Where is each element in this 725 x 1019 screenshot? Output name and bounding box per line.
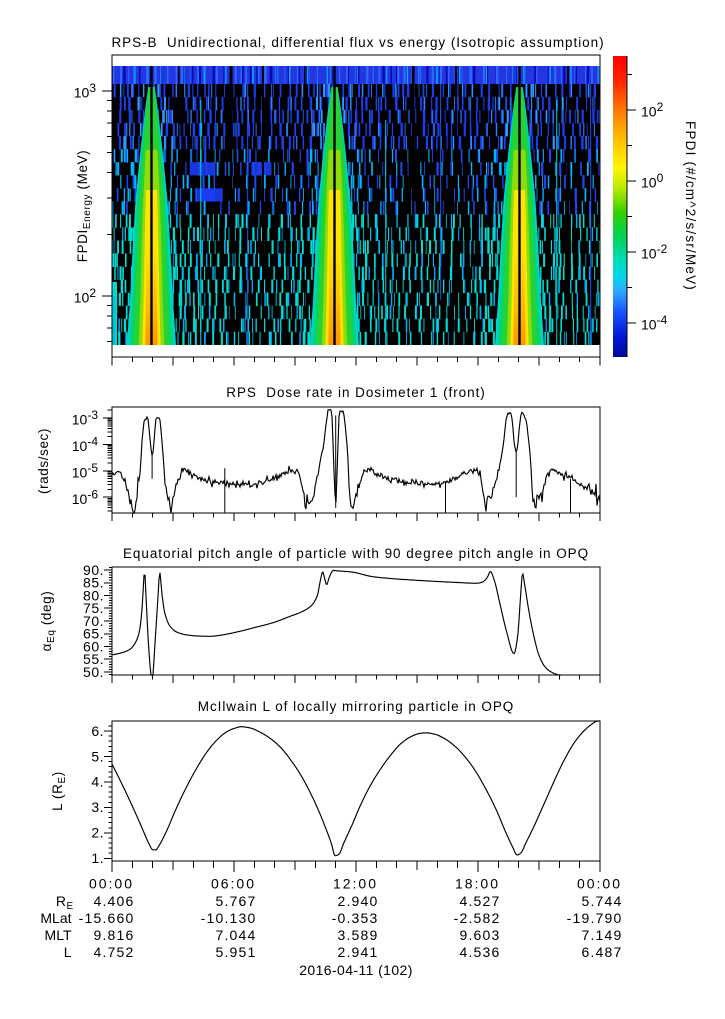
svg-text:60.: 60. <box>83 638 104 654</box>
svg-text:2.941: 2.941 <box>337 944 378 960</box>
svg-text:90.: 90. <box>83 562 104 578</box>
svg-text:E: E <box>67 901 74 912</box>
svg-text:6.: 6. <box>91 723 104 739</box>
svg-text:L: L <box>64 944 72 960</box>
svg-text:3.: 3. <box>91 799 104 815</box>
svg-text:-10.130: -10.130 <box>201 910 257 926</box>
svg-text:R: R <box>56 893 66 909</box>
svg-text:9.816: 9.816 <box>93 927 134 943</box>
svg-text:5.951: 5.951 <box>215 944 256 960</box>
svg-text:MLT: MLT <box>45 927 72 943</box>
svg-text:5.744: 5.744 <box>581 893 622 909</box>
svg-text:1.: 1. <box>91 850 104 866</box>
svg-text:65.: 65. <box>83 626 104 642</box>
svg-text:06:00: 06:00 <box>211 876 256 892</box>
svg-text:4.527: 4.527 <box>459 893 500 909</box>
svg-text:6.487: 6.487 <box>581 944 622 960</box>
svg-text:00:00: 00:00 <box>577 876 622 892</box>
svg-text:3.589: 3.589 <box>337 927 378 943</box>
svg-text:50.: 50. <box>83 664 104 680</box>
svg-text:2.: 2. <box>91 825 104 841</box>
svg-text:Equatorial pitch angle of part: Equatorial pitch angle of particle with … <box>123 546 589 561</box>
svg-text:-15.660: -15.660 <box>79 910 135 926</box>
svg-text:-19.790: -19.790 <box>567 910 623 926</box>
svg-text:FPDI (#/cm^2/s/sr/MeV): FPDI (#/cm^2/s/sr/MeV) <box>683 121 698 291</box>
svg-text:00:00: 00:00 <box>89 876 134 892</box>
svg-text:2.940: 2.940 <box>337 893 378 909</box>
svg-text:2016-04-11 (102): 2016-04-11 (102) <box>299 962 413 978</box>
svg-text:80.: 80. <box>83 587 104 603</box>
svg-text:4.752: 4.752 <box>93 944 134 960</box>
svg-text:McIlwain L of locally mirrorin: McIlwain L of locally mirroring particle… <box>198 699 514 714</box>
svg-text:9.603: 9.603 <box>459 927 500 943</box>
svg-text:75.: 75. <box>83 600 104 616</box>
svg-text:7.149: 7.149 <box>581 927 622 943</box>
svg-text:5.767: 5.767 <box>215 893 256 909</box>
svg-text:12:00: 12:00 <box>333 876 378 892</box>
svg-text:MLat: MLat <box>40 910 71 926</box>
svg-text:70.: 70. <box>83 613 104 629</box>
svg-text:RPS-B Unidirectional, differe: RPS-B Unidirectional, differential flux … <box>111 35 604 50</box>
svg-text:(rads/sec): (rads/sec) <box>36 428 51 494</box>
svg-text:-2.582: -2.582 <box>454 910 501 926</box>
svg-text:FPDIEnergy (MeV): FPDIEnergy (MeV) <box>75 150 93 263</box>
svg-text:85.: 85. <box>83 575 104 591</box>
svg-text:18:00: 18:00 <box>455 876 500 892</box>
svg-text:4.406: 4.406 <box>93 893 134 909</box>
svg-text:55.: 55. <box>83 651 104 667</box>
svg-text:5.: 5. <box>91 748 104 764</box>
svg-text:-0.353: -0.353 <box>332 910 379 926</box>
svg-text:RPS Dose rate in Dosimeter 1: RPS Dose rate in Dosimeter 1 (front) <box>226 385 485 400</box>
svg-text:7.044: 7.044 <box>215 927 256 943</box>
svg-text:4.536: 4.536 <box>459 944 500 960</box>
svg-text:4.: 4. <box>91 774 104 790</box>
